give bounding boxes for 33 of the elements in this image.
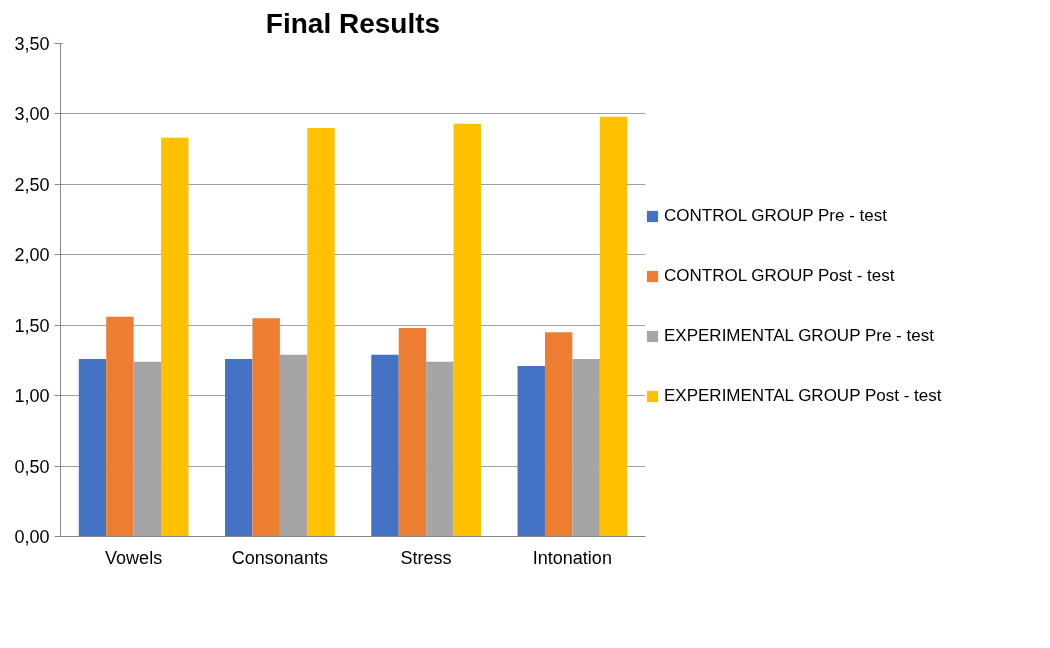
bar (133, 361, 162, 537)
bar (252, 318, 280, 537)
bar (279, 354, 308, 537)
bar (78, 359, 107, 537)
y-tick-label: 0,00 (14, 527, 50, 547)
bar (371, 354, 399, 537)
bar (398, 328, 427, 537)
x-tick-label: Intonation (532, 547, 612, 568)
bar (453, 123, 481, 537)
y-tick-label: 1,50 (14, 315, 50, 336)
legend-label: CONTROL GROUP Post - test (664, 266, 895, 286)
y-tick-label: 2,50 (14, 174, 50, 195)
bar (599, 116, 628, 537)
bar (161, 137, 189, 537)
legend-label: EXPERIMENTAL GROUP Pre - test (664, 326, 934, 346)
legend-label: EXPERIMENTAL GROUP Post - test (664, 386, 942, 406)
y-tick-label: 3,50 (14, 34, 50, 54)
legend-label: CONTROL GROUP Pre - test (664, 206, 887, 226)
bar (517, 366, 545, 537)
y-tick-label: 1,00 (14, 386, 50, 407)
x-tick-label: Stress (400, 547, 452, 568)
y-tick-label: 2,00 (14, 245, 50, 266)
bar (307, 128, 335, 537)
y-tick-label: 3,00 (14, 104, 50, 125)
bar (544, 332, 573, 537)
y-tick-label: 0,50 (14, 456, 50, 477)
bar (225, 359, 253, 537)
bar (572, 359, 600, 537)
chart-title: Final Results (265, 7, 441, 39)
x-tick-label: Vowels (105, 547, 163, 568)
bar (426, 361, 454, 537)
x-tick-label: Consonants (231, 547, 328, 568)
bar (106, 316, 134, 537)
